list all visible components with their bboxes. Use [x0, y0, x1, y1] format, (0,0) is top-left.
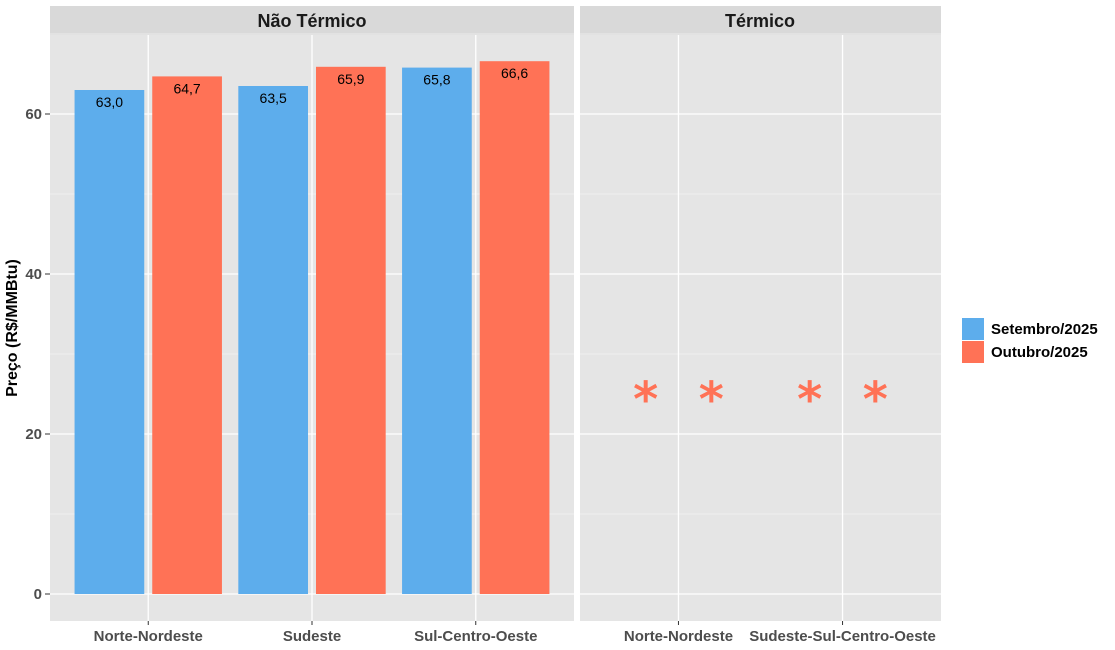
y-axis: 0 20 40 60	[25, 106, 844, 625]
y-tick-label: 40	[25, 266, 42, 283]
x-category-label: Sul-Centro-Oeste	[414, 628, 537, 645]
x-category-label: Sudeste	[283, 628, 341, 645]
bar	[402, 67, 472, 595]
panel-title-2: Térmico	[725, 11, 795, 31]
y-tick-label: 0	[34, 586, 42, 603]
strip-bg-2	[580, 6, 941, 35]
y-tick-label: 20	[25, 426, 42, 443]
asterisk-marker: *	[633, 372, 658, 428]
panel-title-1: Não Térmico	[257, 11, 366, 31]
markers-panel-2: * * * *	[633, 372, 888, 428]
data-label: 66,6	[501, 65, 528, 81]
data-label: 65,9	[337, 71, 364, 87]
asterisk-marker: *	[863, 372, 888, 428]
bar	[479, 61, 550, 594]
y-axis-label: Preço (R$/MMBtu)	[4, 259, 21, 397]
grid-panel-2	[580, 33, 941, 621]
asterisk-marker: *	[699, 372, 724, 428]
bar	[316, 66, 386, 595]
bars-panel-1: 63,0 64,7 63,5 65,9 65,8 66,6	[74, 61, 550, 595]
data-label: 63,0	[96, 94, 123, 110]
panel-nao-termico: Não Térmico 63,0 64,7 63,5 65,9 65,8 66,6 Nor…	[50, 6, 574, 645]
x-category-label: Norte-Nordeste	[624, 628, 733, 645]
data-label: 63,5	[260, 90, 287, 106]
legend-key	[962, 341, 984, 363]
legend-key	[962, 318, 984, 340]
x-category-label: Norte-Nordeste	[94, 628, 203, 645]
bar	[238, 86, 308, 594]
asterisk-marker: *	[797, 372, 822, 428]
data-label: 65,8	[423, 72, 450, 88]
category-labels-2: Norte-Nordeste Sudeste-Sul-Centro-Oeste	[624, 628, 936, 645]
y-tick-label: 60	[25, 106, 42, 123]
bar	[152, 76, 222, 594]
legend: Setembro/2025 Outubro/2025	[962, 318, 1098, 363]
strip-bg-1	[50, 6, 574, 35]
legend-label: Setembro/2025	[991, 321, 1098, 338]
data-label: 64,7	[173, 80, 200, 96]
panel-termico: Térmico * * * * Norte-Nordeste Sudeste-Sul-C…	[580, 6, 941, 645]
legend-label: Outubro/2025	[991, 344, 1088, 361]
plot-bg-2	[580, 35, 941, 621]
x-category-label: Sudeste-Sul-Centro-Oeste	[749, 628, 936, 645]
bar	[74, 90, 145, 594]
category-labels-1: Norte-Nordeste Sudeste Sul-Centro-Oeste	[94, 628, 538, 645]
